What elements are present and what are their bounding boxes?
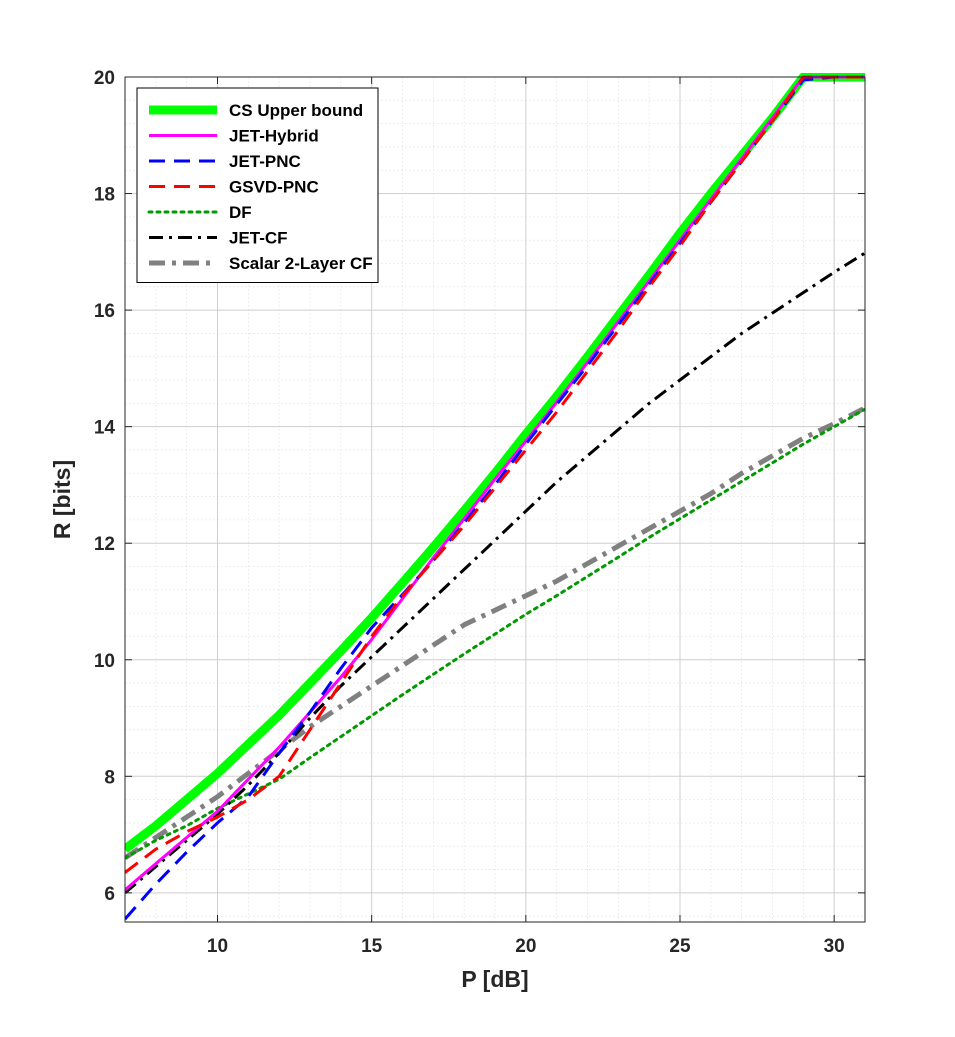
y-tick-label: 16 [94,301,115,322]
legend: CS Upper bound JET-Hybrid JET-PNC GSVD-PNC D… [136,87,379,283]
legend-label: JET-CF [229,229,288,248]
y-tick-label: 20 [94,68,115,89]
y-tick-label: 18 [94,185,115,206]
series-line-scalar-2-layer-cf [125,405,865,860]
y-tick-label: 14 [94,418,116,439]
x-tick-labels: 10 15 20 25 30 [207,936,845,957]
x-tick-label: 15 [361,936,383,957]
legend-label: GSVD-PNC [229,178,319,197]
legend-label: Scalar 2-Layer CF [229,254,373,273]
y-tick-labels: 6 8 10 12 14 16 18 20 [94,68,116,905]
plot-border [124,76,866,923]
y-tick-label: 12 [94,534,115,555]
y-tick-label: 10 [94,651,115,672]
axis-ticks [125,76,865,922]
x-tick-label: 25 [669,936,691,957]
x-tick-label: 10 [207,936,228,957]
legend-label: DF [229,203,252,222]
series-line-gsvd-pnc [125,75,865,874]
series-line-df [125,407,865,860]
series-line-jet-cf [125,251,865,895]
x-tick-label: 20 [515,936,536,957]
y-tick-label: 6 [104,884,115,905]
series-line-cs-upper-bound [125,73,865,853]
x-tick-label: 30 [824,936,845,957]
legend-label: CS Upper bound [229,101,363,120]
y-tick-label: 8 [104,767,115,788]
series-line-jet-hybrid [125,75,865,892]
x-axis-label: P [dB] [461,966,528,992]
y-axis-label: R [bits] [49,460,75,539]
series-lines [125,73,865,921]
legend-label: JET-Hybrid [229,127,319,146]
legend-label: JET-PNC [229,152,301,171]
